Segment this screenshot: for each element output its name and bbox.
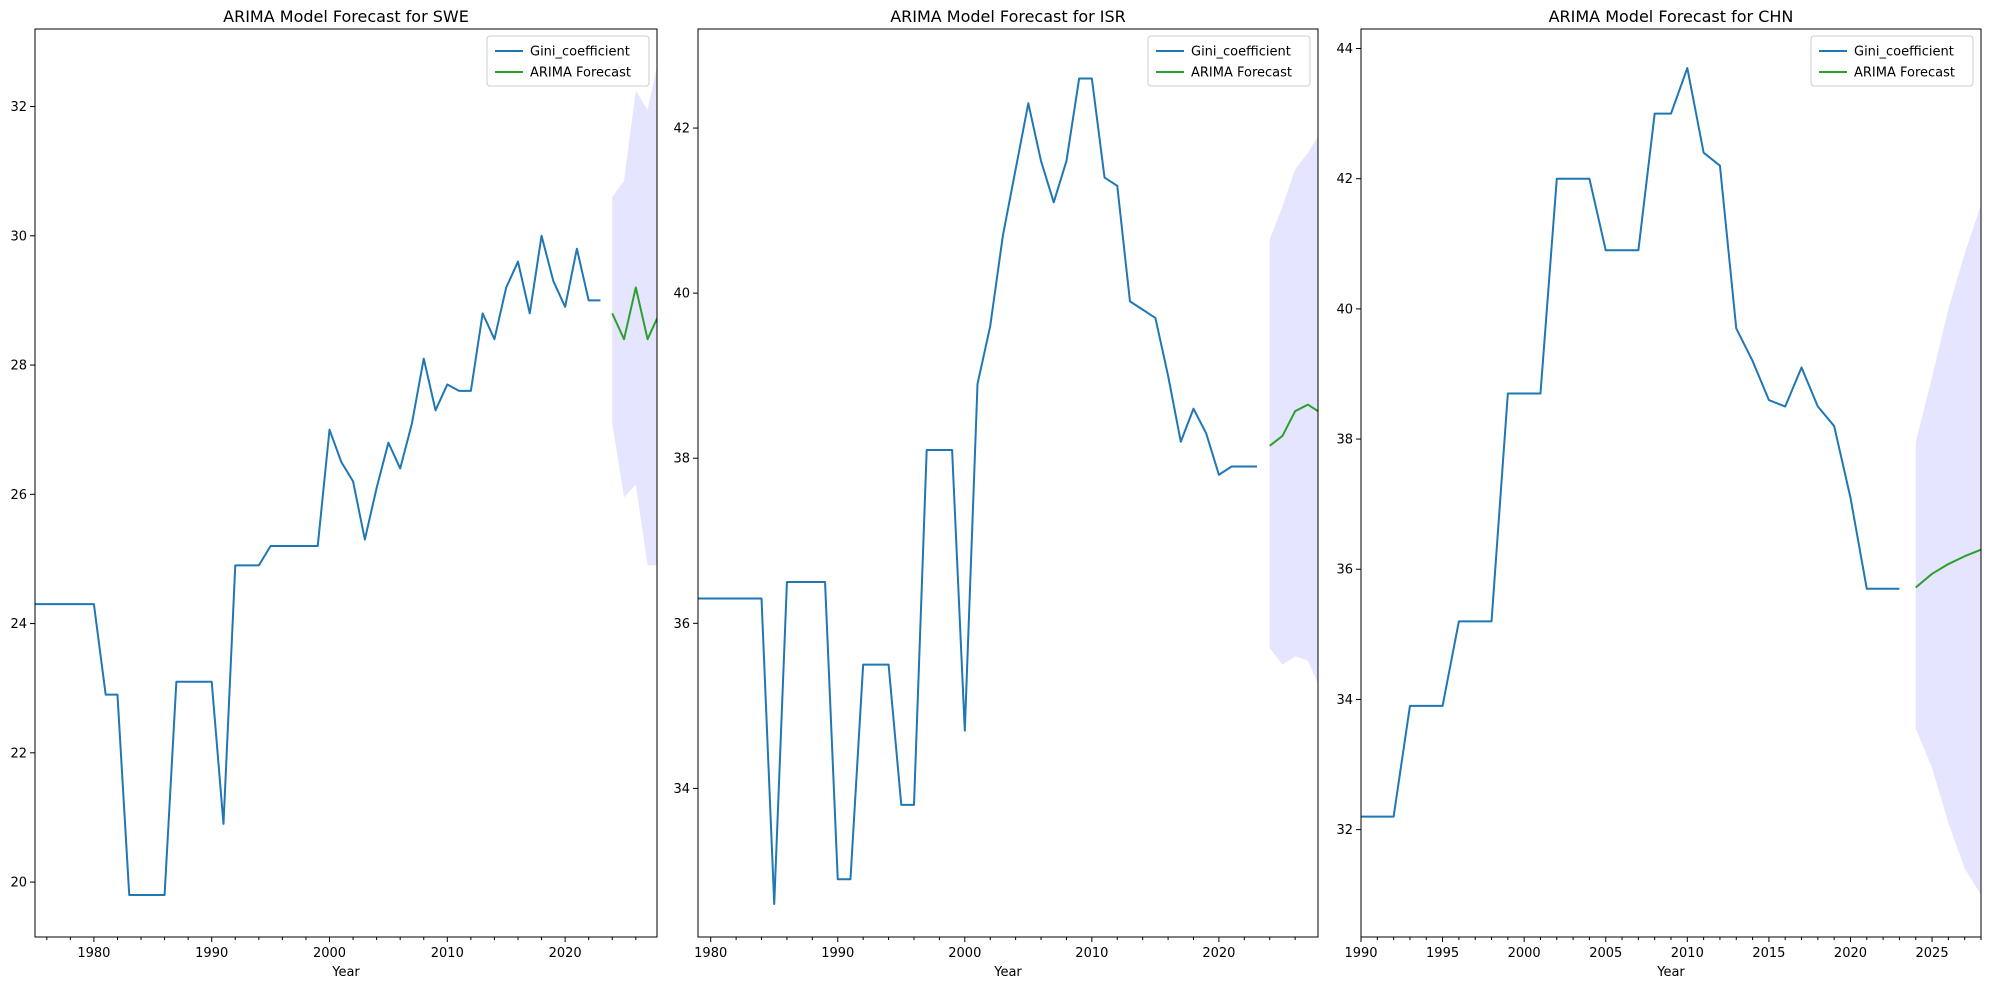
x-tick-label: 1990 — [195, 946, 228, 961]
chart-panel-chn: ARIMA Model Forecast for CHN Year 1990 19… — [1336, 7, 1982, 980]
x-tick-label: 1980 — [77, 946, 110, 961]
x-axis-label: Year — [1656, 965, 1685, 980]
y-tick-label: 42 — [673, 122, 690, 137]
x-tick-label: 2020 — [1834, 946, 1867, 961]
y-tick-label: 28 — [10, 359, 27, 374]
legend-label-gini-coefficient: Gini_coefficient — [530, 45, 630, 60]
x-tick-label: 2010 — [431, 946, 464, 961]
x-tick-label: 2015 — [1752, 946, 1785, 961]
plot-area — [1361, 67, 1981, 895]
x-axis-label: Year — [331, 965, 360, 980]
x-tick-label: 1990 — [1344, 946, 1377, 961]
y-tick-label: 34 — [1336, 693, 1353, 708]
series-line-gini-coefficient — [698, 77, 1258, 905]
series-line-arima-forecast — [611, 286, 657, 341]
y-tick-label: 20 — [10, 876, 27, 891]
chart-title: ARIMA Model Forecast for CHN — [1549, 7, 1794, 26]
series-line-gini-coefficient — [1361, 67, 1900, 818]
series-line-arima-forecast — [1269, 403, 1318, 447]
chart-panel-isr: ARIMA Model Forecast for ISR Year 1980 19… — [673, 7, 1319, 980]
x-tick-label: 1995 — [1426, 946, 1459, 961]
y-tick-label: 24 — [10, 617, 27, 632]
series-line-arima-forecast — [1915, 548, 1981, 589]
y-tick-label: 36 — [1336, 563, 1353, 578]
legend-label-gini-coefficient: Gini_coefficient — [1854, 45, 1954, 60]
y-tick-label: 40 — [673, 287, 690, 302]
y-tick-label: 40 — [1336, 302, 1353, 317]
x-tick-label: 2020 — [549, 946, 582, 961]
chart-title: ARIMA Model Forecast for ISR — [890, 7, 1126, 26]
y-tick-label: 34 — [673, 782, 690, 797]
x-tick-label: 2005 — [1589, 946, 1622, 961]
x-tick-label: 2025 — [1916, 946, 1949, 961]
y-tick-label: 36 — [673, 617, 690, 632]
legend-box — [486, 35, 650, 87]
axes-frame — [697, 28, 1319, 938]
x-tick-label: 2010 — [1075, 946, 1108, 961]
x-tick-label: 2000 — [313, 946, 346, 961]
x-tick-label: 2000 — [1508, 946, 1541, 961]
x-tick-label: 2020 — [1202, 946, 1235, 961]
confidence-interval-band — [1269, 136, 1318, 684]
x-tick-label: 1980 — [694, 946, 727, 961]
y-tick-label: 38 — [1336, 433, 1353, 448]
plot-area — [698, 77, 1318, 905]
legend-label-arima-forecast: ARIMA Forecast — [530, 66, 631, 81]
y-tick-label: 32 — [1336, 823, 1353, 838]
y-tick-label: 32 — [10, 100, 27, 115]
y-tick-label: 44 — [1336, 42, 1353, 57]
y-tick-label: 26 — [10, 488, 27, 503]
legend: Gini_coefficient ARIMA Forecast — [1810, 35, 1974, 87]
x-tick-label: 1990 — [821, 946, 854, 961]
axes-frame — [34, 28, 658, 938]
legend-label-gini-coefficient: Gini_coefficient — [1191, 45, 1291, 60]
legend-label-arima-forecast: ARIMA Forecast — [1191, 66, 1292, 81]
y-tick-label: 38 — [673, 452, 690, 467]
confidence-interval-band — [1915, 204, 1981, 895]
x-tick-label: 2010 — [1671, 946, 1704, 961]
plot-area — [35, 65, 657, 896]
legend-label-arima-forecast: ARIMA Forecast — [1854, 66, 1955, 81]
confidence-interval-band — [612, 65, 657, 566]
y-tick-label: 30 — [10, 229, 27, 244]
x-axis-label: Year — [993, 965, 1022, 980]
chart-panel-swe: ARIMA Model Forecast for SWE Year 1980 19… — [10, 7, 658, 980]
legend: Gini_coefficient ARIMA Forecast — [1147, 35, 1311, 87]
legend-box — [1810, 35, 1974, 87]
y-tick-label: 42 — [1336, 172, 1353, 187]
legend: Gini_coefficient ARIMA Forecast — [486, 35, 650, 87]
legend-box — [1147, 35, 1311, 87]
series-line-gini-coefficient — [35, 234, 601, 896]
x-tick-label: 2000 — [948, 946, 981, 961]
y-tick-label: 22 — [10, 746, 27, 761]
chart-title: ARIMA Model Forecast for SWE — [223, 7, 469, 26]
